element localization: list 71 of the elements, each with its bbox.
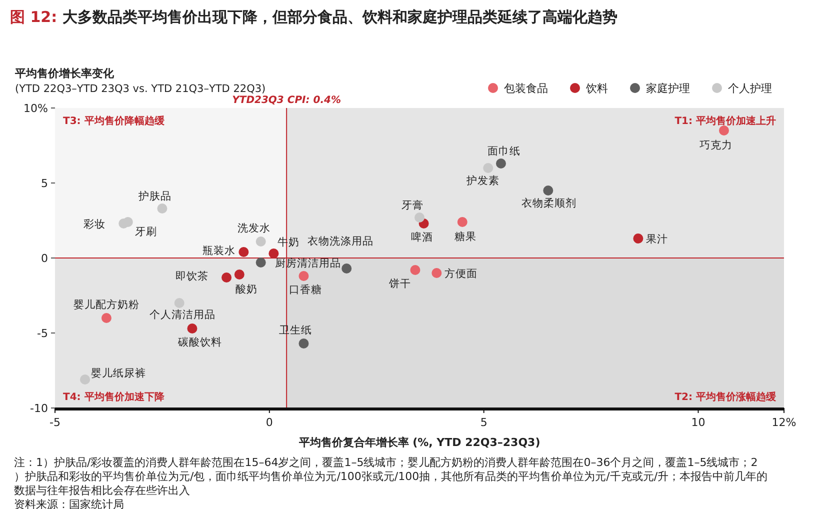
point <box>174 298 184 308</box>
annotation: 婴儿配方奶粉 <box>73 298 140 311</box>
point <box>432 268 442 278</box>
annotation: 牙膏 <box>402 200 424 212</box>
chart-title: 图 12: 大多数品类平均售价出现下降，但部分食品、饮料和家庭护理品类延续了高端化趋势 <box>10 8 618 26</box>
point <box>414 212 424 222</box>
annotation: 面巾纸 <box>487 144 520 158</box>
annotation: 糖果 <box>454 230 476 243</box>
point <box>80 374 90 384</box>
point <box>410 265 420 275</box>
point <box>483 163 494 173</box>
annotation: 护发素 <box>466 174 500 187</box>
legend-label: 个人护理 <box>728 82 772 95</box>
point <box>222 272 232 282</box>
annotation: 酸奶 <box>235 284 258 296</box>
annotation: 巧克力 <box>699 138 732 152</box>
annotation: 彩妆 <box>84 218 106 230</box>
point <box>457 217 468 227</box>
point <box>268 248 279 258</box>
x-tick-label: 0 <box>266 416 273 429</box>
point <box>187 324 198 334</box>
annotation: 牙刷 <box>134 226 157 238</box>
legend-label: 家庭护理 <box>646 82 690 95</box>
point <box>234 270 244 280</box>
ref-line-label: YTD23Q3 CPI: 0.4% <box>232 95 341 106</box>
annotation: 果汁 <box>646 232 668 246</box>
x-tick-label: -5 <box>50 416 60 429</box>
x-tick-label: 10 <box>691 416 706 429</box>
y-tick-label: 5 <box>41 177 48 190</box>
annotation: 即饮茶 <box>176 270 209 282</box>
point <box>298 338 309 348</box>
annotation: 饼干 <box>388 277 412 290</box>
legend-label: 饮料 <box>585 82 608 95</box>
annotation: T1: 平均售价加速上升 <box>674 115 776 127</box>
annotation: 洗发水 <box>237 222 270 234</box>
annotation: 个人清洁用品 <box>149 308 216 321</box>
y-axis-title: 平均售价增长率变化 <box>14 67 115 80</box>
y-tick-label: 0 <box>41 252 48 265</box>
annotation: T2: 平均售价涨幅趋缓 <box>674 391 777 403</box>
y-tick-label: -10 <box>30 402 48 415</box>
annotation: T4: 平均售价加速下降 <box>63 391 166 403</box>
point <box>256 258 266 268</box>
point <box>633 234 644 244</box>
point <box>101 313 112 323</box>
y-tick-label: -5 <box>37 327 48 340</box>
point <box>238 247 249 257</box>
point <box>256 236 266 246</box>
text: 注：1）护肤品/彩妆覆盖的消费人群年龄范围在15–64岁之间，覆盖1–5线城市；婴儿配方奶粉的消费人群年龄范围在0–36个月之间，覆盖1–5线城市；2）护肤品和彩妆的平均售价单位为元/包，面巾纸平均售价单位为元/100张或元/100抽，其他所有品类的平均售价单位为元/千克或元/升；本报告中前几年的数据与往年报告相比会存在些许出入 <box>14 456 768 497</box>
annotation: 方便面 <box>444 267 478 280</box>
annotation: 碳酸饮料 <box>177 336 222 348</box>
point <box>543 186 554 196</box>
annotation: 衣物柔顺剂 <box>522 196 577 210</box>
point <box>157 204 168 214</box>
point <box>298 271 309 281</box>
point <box>496 158 506 168</box>
annotation: 衣物洗涤用品 <box>308 234 374 248</box>
annotation: 啤酒 <box>410 230 433 244</box>
point <box>122 217 133 227</box>
x-axis-title: 平均售价复合年增长率 (%, YTD 22Q3–23Q3) <box>298 436 540 449</box>
legend-label: 包装食品 <box>504 82 548 95</box>
chart-subtitle: (YTD 22Q3–YTD 23Q3 vs. YTD 21Q3–YTD 22Q3) <box>15 83 266 95</box>
x-tick-label: 5 <box>480 416 488 429</box>
y-tick-label: 10% <box>24 102 48 115</box>
annotation: 瓶装水 <box>202 244 236 257</box>
annotation: 婴儿纸尿裤 <box>91 366 146 380</box>
point <box>342 264 352 274</box>
annotation: 护肤品 <box>138 190 172 202</box>
point <box>718 126 729 136</box>
x-tick-label: 12% <box>772 416 796 429</box>
annotation: T3: 平均售价降幅趋缓 <box>63 115 166 127</box>
annotation: 口香糖 <box>289 283 322 296</box>
